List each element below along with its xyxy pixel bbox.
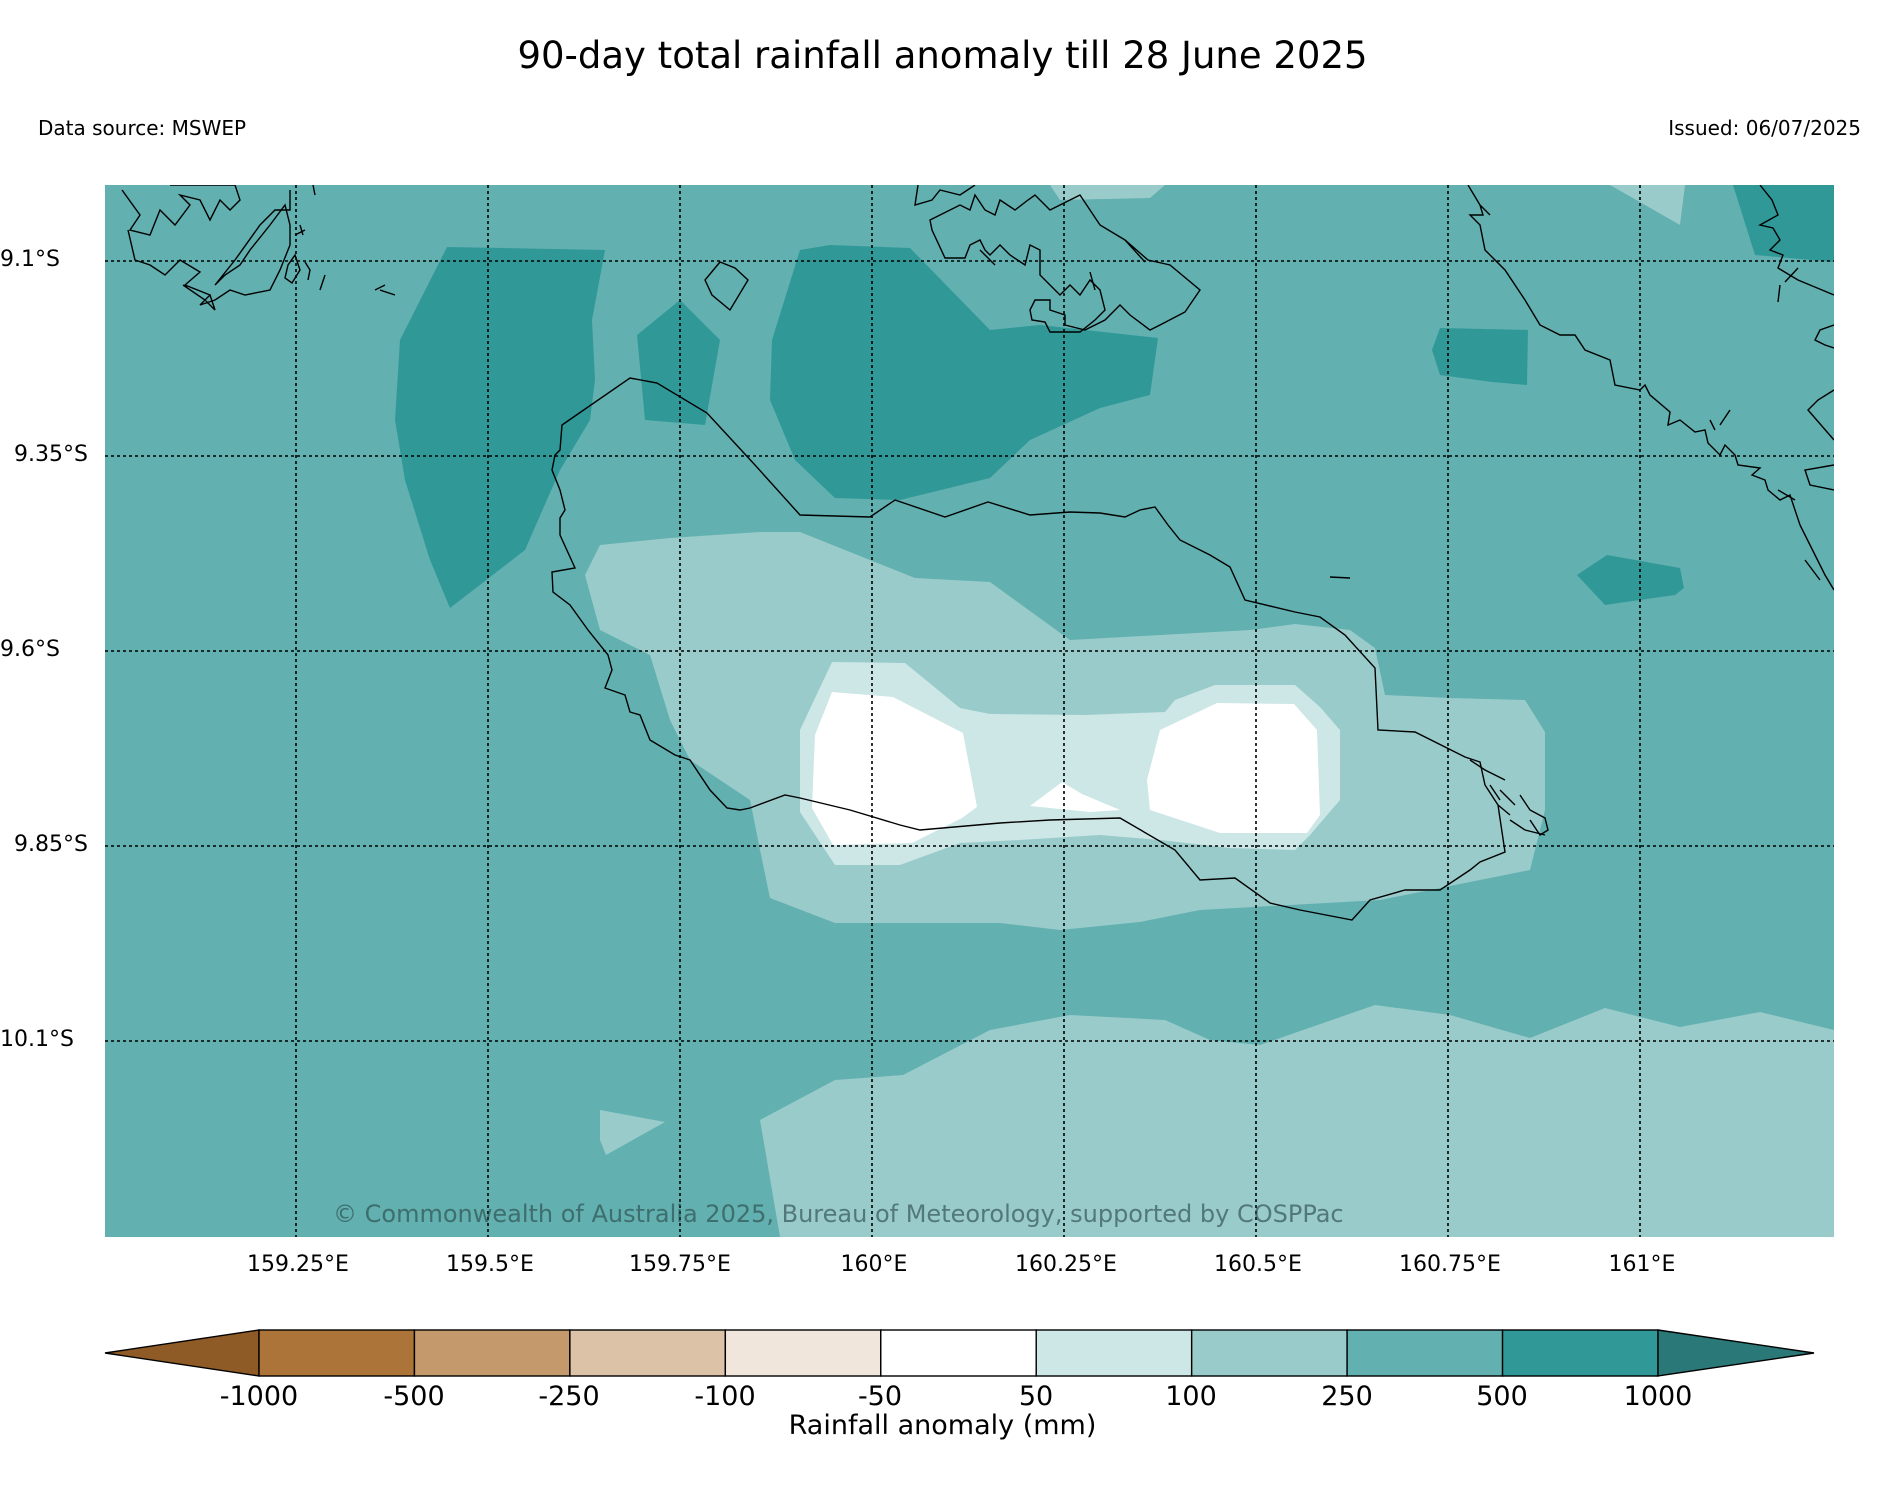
cb-tick-250: 250 xyxy=(1321,1381,1373,1412)
band-500-1000-northeast xyxy=(1733,185,1834,262)
band-500-1000-east xyxy=(1432,328,1528,385)
graticule xyxy=(105,185,1834,1237)
band-500-1000-west xyxy=(395,247,605,608)
band-500-1000-north xyxy=(770,245,1158,500)
cb-tick-minus-50: -50 xyxy=(857,1381,903,1412)
cb-tick-minus-1000: -1000 xyxy=(219,1381,299,1412)
coastlines xyxy=(121,185,1834,921)
cb-arrow-left xyxy=(104,1329,260,1377)
lon-label-160.25: 160.25°E xyxy=(1015,1252,1117,1277)
lon-label-161: 161°E xyxy=(1608,1252,1676,1277)
band-100-250-south xyxy=(760,1005,1834,1237)
coast-north xyxy=(914,185,1201,333)
cb-tick-minus-250: -250 xyxy=(538,1381,600,1412)
cb-segment-8 xyxy=(1501,1329,1659,1377)
cb-tick-500: 500 xyxy=(1476,1381,1528,1412)
map-title: 90-day total rainfall anomaly till 28 Ju… xyxy=(517,34,1368,77)
lon-label-159.25: 159.25°E xyxy=(247,1252,349,1277)
coast-small-line xyxy=(1329,576,1351,579)
cb-segment-1 xyxy=(413,1329,571,1377)
band-neutral-east xyxy=(1147,703,1320,833)
cb-tick-minus-100: -100 xyxy=(694,1381,756,1412)
lon-label-160: 160°E xyxy=(840,1252,908,1277)
cb-tick-minus-500: -500 xyxy=(383,1381,445,1412)
band-500-1000-islet xyxy=(637,300,720,425)
lat-label-9.1: 9.1°S xyxy=(0,247,60,272)
cb-arrow-right xyxy=(1657,1329,1815,1377)
lat-label-9.35: 9.35°S xyxy=(14,442,88,467)
band-500-1000-southeast xyxy=(1577,555,1684,605)
lat-label-9.6: 9.6°S xyxy=(0,637,60,662)
cb-tick-1000: 1000 xyxy=(1623,1381,1693,1412)
coast-northwest xyxy=(121,185,396,311)
cb-tick-100: 100 xyxy=(1165,1381,1217,1412)
lon-label-159.75: 159.75°E xyxy=(629,1252,731,1277)
cb-segment-6 xyxy=(1190,1329,1348,1377)
lat-label-9.85: 9.85°S xyxy=(14,832,88,857)
data-source-label: Data source: MSWEP xyxy=(38,116,247,140)
colorbar-label: Rainfall anomaly (mm) xyxy=(788,1410,1097,1441)
lon-label-159.5: 159.5°E xyxy=(446,1252,534,1277)
cb-segment-0 xyxy=(258,1329,416,1377)
band-100-250-topright xyxy=(1610,185,1685,225)
coast-main-island xyxy=(551,377,1506,921)
copyright-watermark: © Commonwealth of Australia 2025, Bureau… xyxy=(333,1200,1344,1228)
cb-segment-2 xyxy=(569,1329,727,1377)
band-100-250-small xyxy=(600,1110,665,1155)
band-neutral-west xyxy=(812,692,977,845)
cb-tick-50: 50 xyxy=(1018,1381,1054,1412)
cb-segment-4 xyxy=(880,1329,1037,1377)
cb-segment-3 xyxy=(724,1329,882,1377)
coast-southeast-tip xyxy=(1469,759,1549,836)
coast-far-east xyxy=(1758,185,1834,491)
band-neutral-center xyxy=(1030,782,1120,812)
coast-islet-1 xyxy=(704,261,749,312)
cb-segment-7 xyxy=(1346,1329,1504,1377)
cb-segment-5 xyxy=(1035,1329,1193,1377)
lon-label-160.75: 160.75°E xyxy=(1399,1252,1501,1277)
lon-label-160.5: 160.5°E xyxy=(1214,1252,1302,1277)
coast-east xyxy=(1467,185,1834,591)
issued-date-label: Issued: 06/07/2025 xyxy=(1668,116,1861,140)
